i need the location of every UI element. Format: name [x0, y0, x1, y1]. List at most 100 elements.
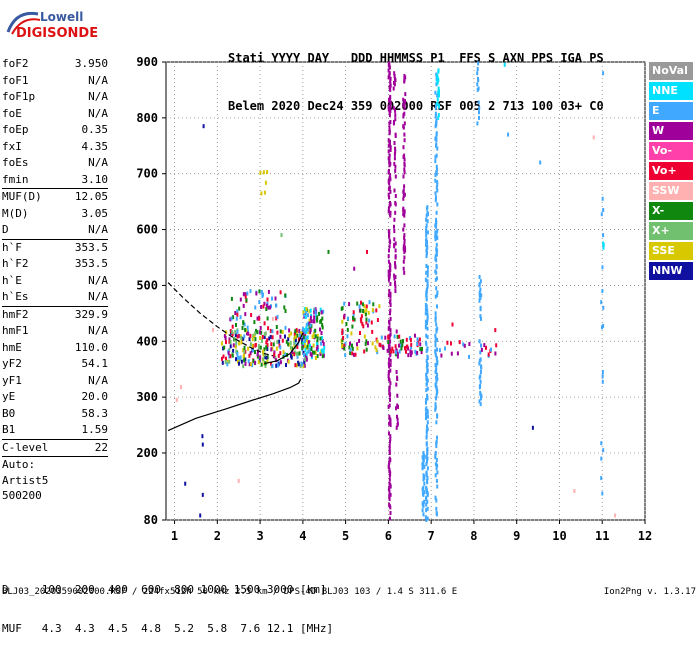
echo-streak-point — [479, 305, 482, 310]
echo-streak-point — [435, 135, 438, 140]
echo-cluster-point — [405, 349, 407, 354]
echo-cluster-point — [495, 343, 498, 348]
echo-streak-point — [395, 329, 398, 334]
echo-point — [490, 347, 492, 352]
echo-cluster-point — [306, 335, 309, 340]
echo-streak-point — [435, 379, 438, 384]
param-row: fxI 4.35 — [2, 139, 108, 156]
echo-cluster-point — [314, 356, 317, 360]
echo-streak-point — [434, 90, 437, 95]
echo-streak-point — [425, 233, 428, 238]
echo-cluster-point — [320, 310, 323, 315]
echo-streak-point — [600, 476, 603, 481]
echo-cluster-point — [310, 353, 313, 358]
echo-streak-point — [388, 490, 391, 495]
echo-cluster-point — [243, 358, 246, 363]
echo-cluster-point — [235, 316, 238, 321]
param-name: foE — [2, 106, 22, 120]
echo-cluster-point — [341, 344, 344, 348]
legend-item-x: X+ — [649, 222, 693, 240]
clevel-row: C-level 22 — [2, 440, 108, 457]
echo-streak-point — [435, 478, 438, 483]
echo-cluster-point — [409, 353, 412, 358]
echo-streak-point — [393, 242, 396, 247]
echo-cluster-point — [302, 310, 305, 315]
echo-cluster-point — [281, 330, 284, 334]
echo-cluster-point — [341, 319, 344, 324]
echo-streak-point — [387, 68, 390, 73]
clevel-name: C-level — [2, 440, 49, 454]
legend-item-w: W — [649, 122, 693, 140]
echo-streak-point — [600, 441, 603, 446]
echo-streak-point — [394, 289, 397, 293]
echo-cluster-point — [231, 324, 234, 329]
echo-cluster-point — [228, 354, 231, 359]
echo-cluster-point — [297, 362, 300, 367]
echo-cluster-point — [261, 294, 264, 299]
param-value: 329.9 — [74, 307, 108, 321]
echo-cluster-point — [416, 339, 419, 344]
muf-value-row: MUF 4.3 4.3 4.5 4.8 5.2 5.8 7.6 12.1 [MH… — [2, 622, 334, 635]
echo-streak-point — [421, 462, 424, 467]
echo-cluster-point — [231, 332, 234, 337]
echo-cluster-point — [315, 312, 318, 317]
echo-streak-point — [394, 261, 396, 266]
echo-streak-point — [389, 328, 392, 333]
echo-cluster-point — [243, 334, 246, 339]
echo-streak-point — [476, 67, 479, 71]
echo-streak-point — [393, 224, 395, 229]
echo-cluster-point — [235, 339, 238, 344]
echo-streak-point — [388, 61, 391, 66]
echo-streak-point — [425, 229, 428, 233]
echo-streak-point — [478, 339, 481, 344]
echo-streak-point — [389, 381, 392, 386]
echo-streak-point — [396, 414, 398, 419]
echo-cluster-point — [244, 312, 247, 317]
echo-cluster-point — [250, 313, 253, 317]
echo-streak-point — [389, 308, 392, 313]
echo-cluster-point — [238, 341, 241, 346]
echo-streak-point — [421, 455, 424, 460]
electron-density-profile-line — [167, 378, 302, 432]
echo-cluster-point — [266, 355, 269, 360]
echo-cluster-point — [302, 331, 305, 336]
echo-streak-point — [388, 113, 391, 118]
echo-cluster-point — [352, 310, 355, 315]
echo-cluster-point — [366, 323, 369, 328]
echo-cluster-point — [247, 331, 250, 336]
echo-streak-point — [476, 121, 479, 126]
echo-streak-point — [402, 247, 405, 252]
echo-streak-point — [479, 370, 482, 374]
echo-streak-point — [387, 178, 390, 183]
echo-streak-point — [389, 316, 392, 321]
echo-cluster-point — [345, 322, 348, 326]
param-row: h`Es N/A — [2, 289, 108, 306]
echo-streak-point — [387, 229, 390, 233]
echo-streak-point — [389, 120, 392, 124]
param-row: foEp 0.35 — [2, 122, 108, 139]
echo-cluster-point — [362, 309, 365, 313]
echo-cluster-point — [365, 317, 368, 322]
echo-cluster-point — [275, 316, 278, 321]
echo-streak-point — [424, 303, 427, 307]
param-row: h`F 353.5 — [2, 240, 108, 257]
echo-cluster-point — [365, 304, 368, 309]
echo-cluster-point — [350, 331, 353, 336]
echo-cluster-point — [462, 342, 465, 347]
echo-cluster-point — [251, 337, 254, 342]
echo-cluster-point — [247, 346, 250, 351]
echo-cluster-point — [314, 328, 317, 333]
echo-streak-point — [403, 184, 406, 189]
echo-cluster-point — [254, 360, 257, 365]
echo-streak-point — [434, 315, 437, 320]
echo-streak-point — [436, 484, 439, 489]
param-value: 110.0 — [74, 340, 108, 354]
echo-streak-point — [436, 182, 439, 187]
echo-cluster-point — [283, 305, 286, 310]
echo-point — [592, 135, 595, 140]
echo-streak-point — [426, 346, 429, 351]
echo-cluster-point — [287, 337, 290, 342]
echo-streak-point — [476, 82, 479, 87]
echo-streak-point — [479, 390, 482, 395]
legend-item-nne: NNE — [649, 82, 693, 100]
